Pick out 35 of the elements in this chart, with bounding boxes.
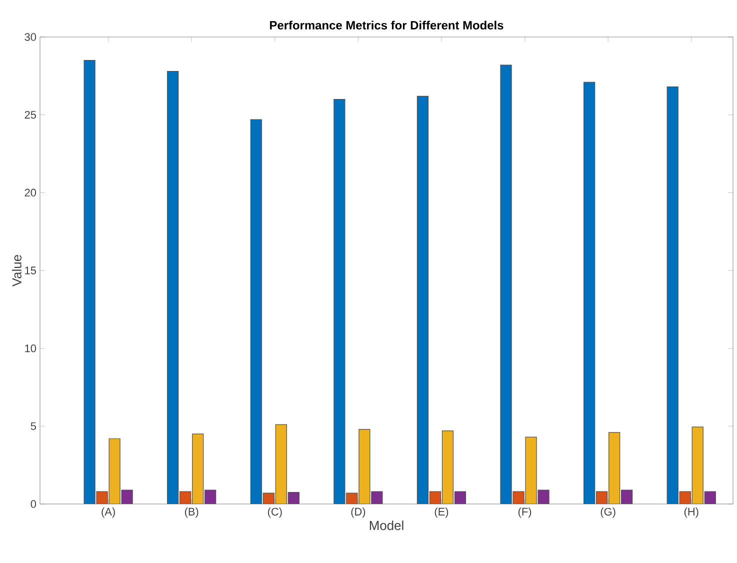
y-tick-label: 25: [24, 110, 36, 119]
bar: [84, 60, 96, 504]
x-tick-label: (D): [351, 508, 366, 518]
bar: [275, 424, 287, 504]
x-tick-label: (H): [684, 508, 698, 518]
y-tick-label: 20: [24, 188, 36, 197]
bar: [358, 428, 370, 504]
x-tick-label: (E): [434, 508, 448, 518]
bar: [416, 96, 429, 504]
x-tick-label: (A): [102, 508, 115, 518]
x-tick-label: (F): [518, 508, 532, 518]
bar: [334, 98, 346, 504]
bar: [192, 434, 204, 504]
bar: [584, 82, 596, 504]
y-tick-label: 15: [25, 266, 36, 274]
y-tick-label: 0: [30, 500, 36, 508]
bar: [608, 432, 620, 504]
y-tick-label: 30: [24, 33, 36, 41]
y-tick-label: 10: [25, 344, 36, 352]
bar: [288, 492, 300, 504]
bar: [108, 438, 120, 504]
x-axis-title: Model: [370, 520, 404, 530]
x-tick-label: (B): [184, 508, 198, 518]
x-tick-label: (C): [268, 508, 282, 518]
bar: [500, 64, 512, 504]
bar: [692, 426, 704, 504]
bar: [167, 70, 179, 504]
bar: [442, 430, 454, 504]
chart-title: Performance Metrics for Different Models: [270, 20, 504, 30]
bar: [525, 436, 537, 504]
y-axis-title: Value: [12, 254, 22, 287]
x-tick-label: (G): [600, 508, 616, 518]
bar: [250, 119, 262, 504]
bar: [666, 86, 678, 504]
y-tick-label: 5: [30, 422, 36, 430]
